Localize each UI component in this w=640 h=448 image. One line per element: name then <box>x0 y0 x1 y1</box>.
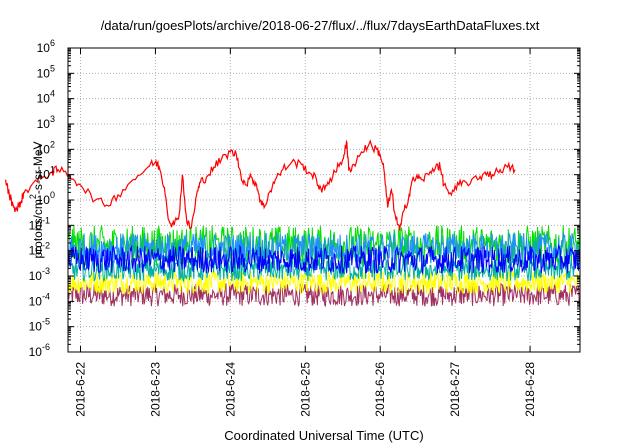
y-tick-label: 10-1 <box>29 215 50 232</box>
y-axis-label-pre: protons/cm <box>31 199 45 258</box>
y-tick-label: 102 <box>37 139 55 156</box>
x-tick-label: 2018-6-27 <box>448 362 462 417</box>
y-tick-label: 10-5 <box>29 317 50 334</box>
y-tick-label: 103 <box>37 114 55 131</box>
x-tick-label: 2018-6-25 <box>298 362 312 417</box>
x-tick-label: 2018-6-23 <box>148 362 162 417</box>
y-tick-label: 100 <box>37 190 55 207</box>
series-noise-band <box>67 231 581 265</box>
chart-title: /data/run/goesPlots/archive/2018-06-27/f… <box>100 18 540 33</box>
y-axis-label-sup: 2 <box>28 194 38 199</box>
series-noise-band <box>67 257 581 283</box>
x-tick-label: 2018-6-26 <box>373 362 387 417</box>
series-line <box>5 139 516 231</box>
y-ticks: 10-6 10-5 10-4 10-3 10-2 10-1 100 101 102 103 104 1… <box>29 38 580 359</box>
y-tick-label: 104 <box>37 89 55 106</box>
y-tick-label: 10-4 <box>29 291 50 308</box>
x-tick-label: 2018-6-28 <box>523 362 537 417</box>
y-tick-label: 10-3 <box>29 266 50 283</box>
y-tick-label: 105 <box>37 63 55 80</box>
x-axis-label: Coordinated Universal Time (UTC) <box>224 428 424 443</box>
x-tick-label: 2018-6-24 <box>223 362 237 417</box>
x-tick-label: 2018-6-22 <box>73 362 87 417</box>
y-tick-label: 10-6 <box>29 342 50 359</box>
y-tick-label: 101 <box>37 165 55 182</box>
series-noise-band <box>67 243 581 274</box>
y-tick-label: 106 <box>37 38 55 55</box>
x-ticks: 2018-6-22 2018-6-23 2018-6-24 2018-6-25 2018… <box>73 48 537 417</box>
y-axis-label: protons/cm2-s-sr-MeV <box>28 141 45 258</box>
y-tick-label: 10-2 <box>29 241 50 258</box>
series-group <box>5 139 581 307</box>
y-axis-label-post: -s-sr-MeV <box>31 141 45 194</box>
grid <box>68 48 580 352</box>
